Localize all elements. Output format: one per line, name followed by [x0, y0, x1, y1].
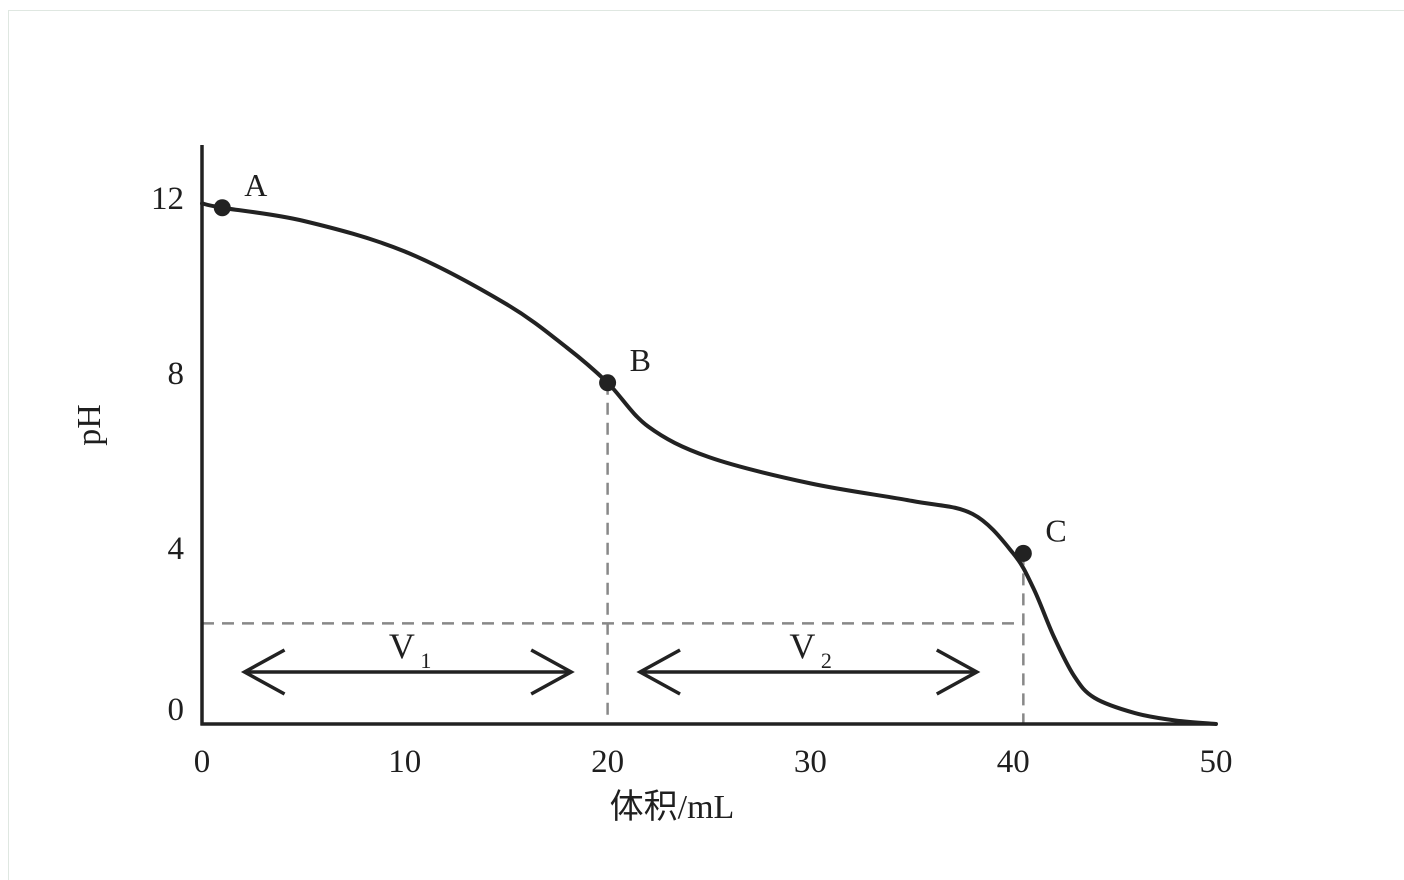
point-A — [213, 199, 231, 217]
point-B — [599, 374, 617, 392]
x-tick-label: 40 — [997, 744, 1030, 780]
point-label-C: C — [1045, 512, 1066, 548]
y-tick-label: 12 — [151, 181, 184, 217]
x-axis-title: 体积/mL — [610, 789, 735, 826]
point-label-A: A — [244, 167, 267, 203]
interval-subscript-2: 2 — [821, 648, 832, 673]
arrow-head-left — [636, 648, 681, 696]
interval-label-1: V — [389, 626, 415, 666]
interval-label-2: V — [789, 626, 815, 666]
y-axis-title: pH — [71, 404, 108, 446]
arrow-head-right — [935, 648, 981, 696]
point-C — [1014, 544, 1032, 562]
axes — [200, 145, 1216, 726]
point-label-B: B — [630, 342, 651, 378]
curve-layer — [200, 201, 1218, 726]
marked-points: A B C — [213, 167, 1067, 562]
arrow-head-right — [530, 648, 575, 696]
x-tick-label: 50 — [1200, 744, 1233, 780]
y-tick-label: 0 — [168, 692, 185, 728]
y-tick-label: 4 — [168, 531, 185, 567]
arrow-head-left — [240, 648, 286, 696]
interval-subscript-1: 1 — [420, 648, 431, 673]
reference-lines — [202, 382, 1025, 724]
chart-frame — [8, 10, 1404, 880]
x-tick-label: 30 — [794, 744, 827, 780]
titration-curve — [200, 201, 1218, 726]
y-tick-label: 8 — [168, 356, 185, 392]
x-tick-label: 20 — [591, 744, 624, 780]
x-tick-label: 0 — [194, 744, 211, 780]
x-tick-label: 10 — [388, 744, 421, 780]
